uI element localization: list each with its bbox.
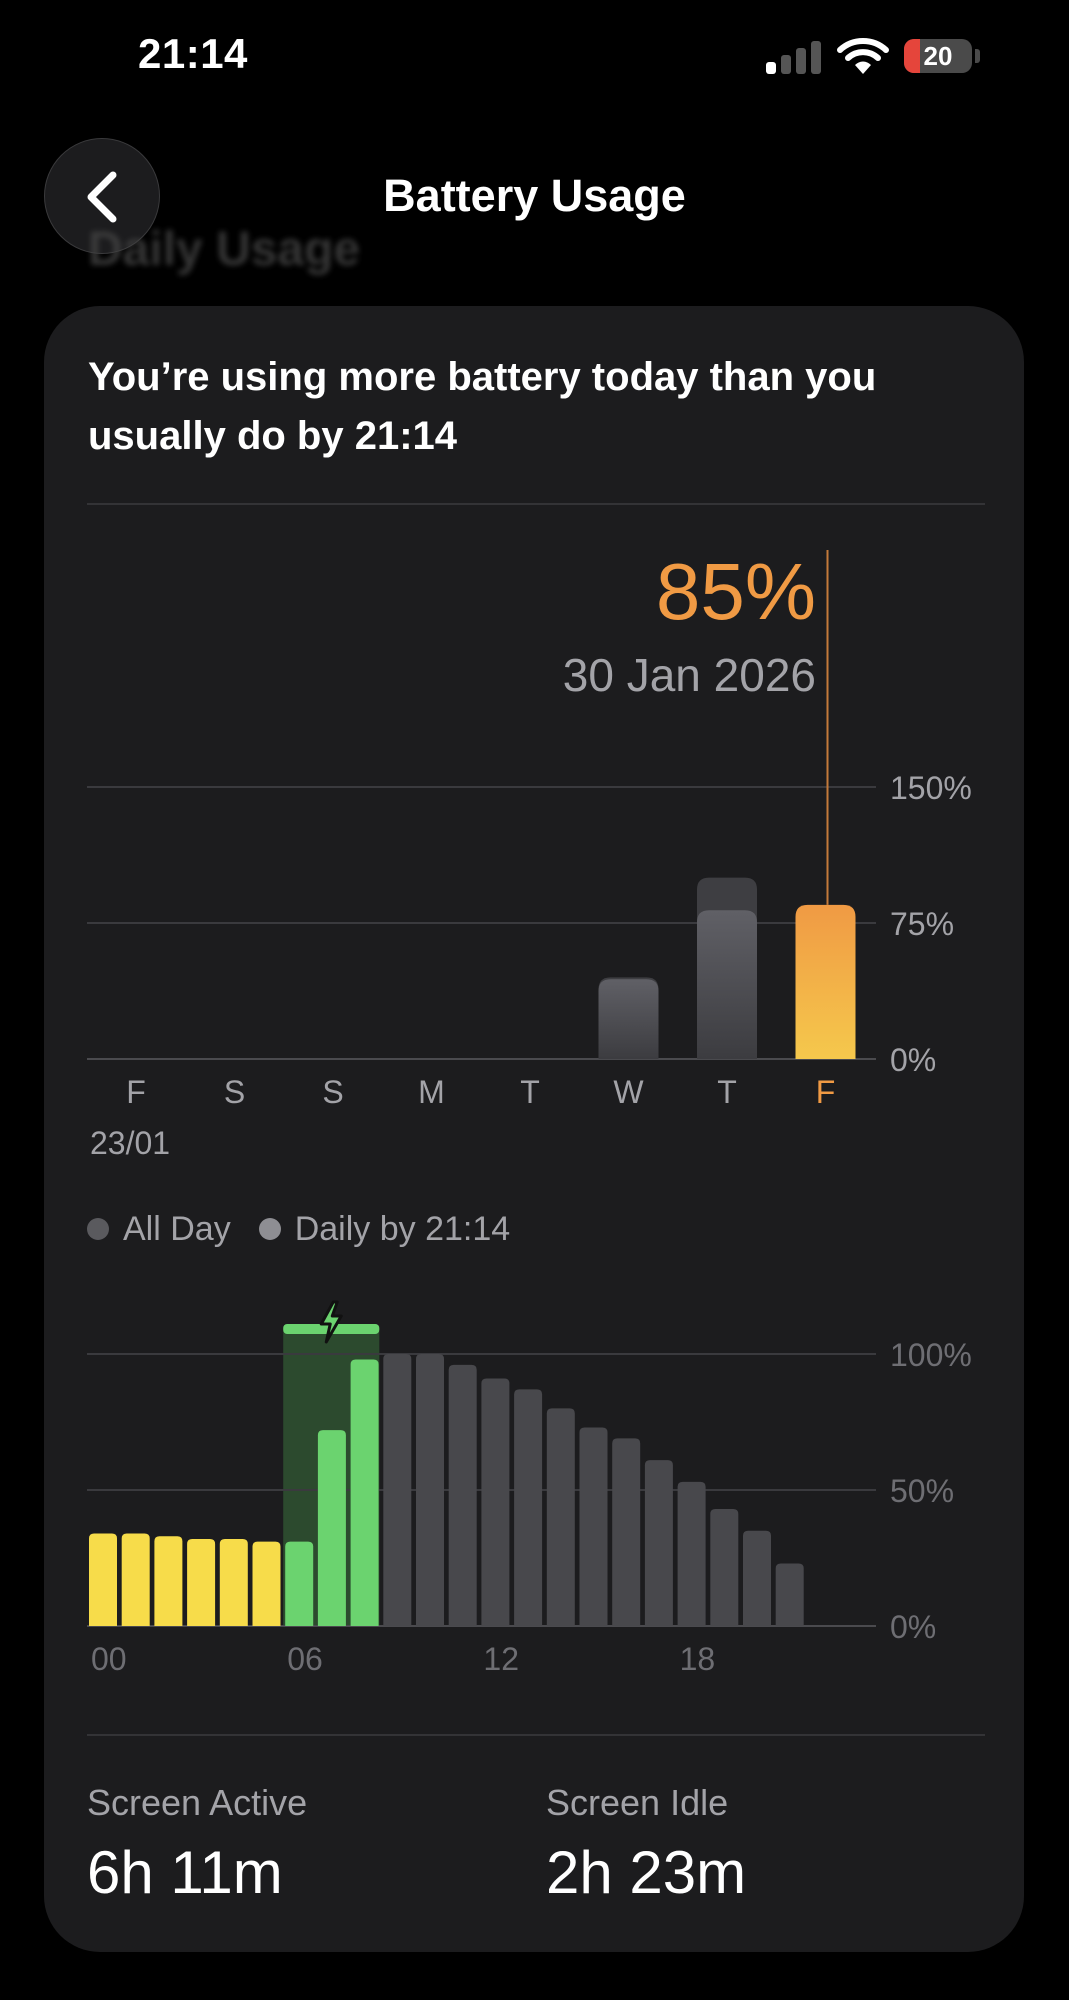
x-hour-label: 12 (483, 1641, 519, 1677)
wifi-icon (837, 38, 889, 74)
battery-level: 20 (923, 41, 953, 71)
hourly-bar (775, 1563, 804, 1626)
y-tick-label: 0% (890, 1609, 936, 1645)
battery-icon: 20 (904, 39, 972, 73)
battery-nub (975, 49, 980, 63)
x-hour-label: 06 (287, 1641, 323, 1677)
hourly-bar (481, 1378, 510, 1626)
hourly-bar (350, 1359, 379, 1626)
screen-active-label: Screen Active (87, 1782, 308, 1823)
hourly-bar (89, 1533, 117, 1626)
legend-item-all-day: All Day (87, 1210, 231, 1249)
screen-idle-stat: Screen Idle 2h 23m (546, 1782, 746, 1907)
scrolled-section-heading: Daily Usage (88, 223, 361, 276)
bar-daily-by-time (598, 979, 659, 1059)
legend-dot (87, 1218, 109, 1240)
y-tick-label: 0% (890, 1042, 936, 1078)
hourly-bar (644, 1460, 673, 1626)
bar-selected-day (795, 904, 856, 1059)
y-tick-label: 100% (890, 1337, 972, 1373)
y-tick-label: 50% (890, 1473, 954, 1509)
hourly-bar (514, 1389, 543, 1626)
x-day-label: S (322, 1074, 343, 1110)
x-hour-label: 18 (680, 1641, 716, 1677)
x-hour-label: 00 (91, 1641, 127, 1677)
chevron-left-icon (87, 171, 117, 223)
legend-label: Daily by 21:14 (294, 1209, 511, 1248)
screen-active-stat: Screen Active 6h 11m (87, 1782, 307, 1907)
hourly-battery-level-chart[interactable]: 0% 50% 100% 00 06 12 18 (44, 306, 1024, 1952)
hourly-bar (579, 1427, 608, 1626)
hourly-bar (285, 1541, 314, 1626)
hourly-bar (416, 1354, 444, 1626)
bar-daily-by-time (697, 910, 757, 1059)
hourly-bar (154, 1536, 183, 1626)
status-time: 21:14 (138, 30, 248, 77)
x-day-label: F (126, 1074, 146, 1110)
status-bar: 21:14 20 (0, 0, 1069, 110)
hourly-bar (252, 1541, 281, 1626)
hourly-bar (187, 1538, 216, 1626)
x-day-label: M (418, 1074, 445, 1110)
weekly-usage-chart[interactable]: 0% 75% 150% F S S M T W T F 23/01 (44, 306, 1024, 1952)
hourly-bar (677, 1481, 706, 1626)
selected-day-date: 30 Jan 2026 (562, 649, 816, 701)
screen-idle-label: Screen Idle (546, 1782, 729, 1823)
divider (87, 503, 985, 505)
usage-insight-message: You’re using more battery today than you… (88, 355, 877, 458)
x-day-label: S (224, 1074, 245, 1110)
cellular-signal-icon (766, 40, 822, 74)
hourly-bar (612, 1438, 641, 1626)
x-day-label: F (816, 1074, 836, 1110)
battery-usage-card: You’re using more battery today than you… (44, 306, 1024, 1952)
hourly-bar (546, 1408, 575, 1626)
divider (87, 1734, 985, 1736)
hourly-bar (121, 1533, 150, 1626)
chart-legend: All Day Daily by 21:14 (87, 1206, 538, 1252)
y-tick-label: 150% (890, 770, 972, 806)
hourly-bar (743, 1530, 771, 1626)
screen-active-value: 6h 11m (87, 1839, 283, 1906)
page-title: Battery Usage (383, 170, 686, 221)
back-button[interactable] (44, 138, 160, 254)
charging-bolt-icon (319, 1300, 343, 1344)
x-day-label: T (717, 1074, 737, 1110)
legend-dot (258, 1218, 281, 1240)
y-tick-label: 75% (890, 906, 954, 942)
hourly-bar (383, 1354, 412, 1626)
hourly-bar (219, 1538, 248, 1626)
hourly-bar (448, 1364, 477, 1626)
x-date-label: 23/01 (90, 1125, 170, 1161)
legend-item-daily-by-time: Daily by 21:14 (258, 1209, 511, 1249)
x-day-label: T (520, 1074, 540, 1110)
hourly-bar (317, 1430, 346, 1626)
screen-idle-value: 2h 23m (546, 1839, 747, 1906)
hourly-bar (710, 1509, 739, 1626)
selected-day-usage: 85% (655, 547, 816, 636)
x-day-label: W (613, 1074, 644, 1110)
legend-label: All Day (123, 1209, 231, 1248)
